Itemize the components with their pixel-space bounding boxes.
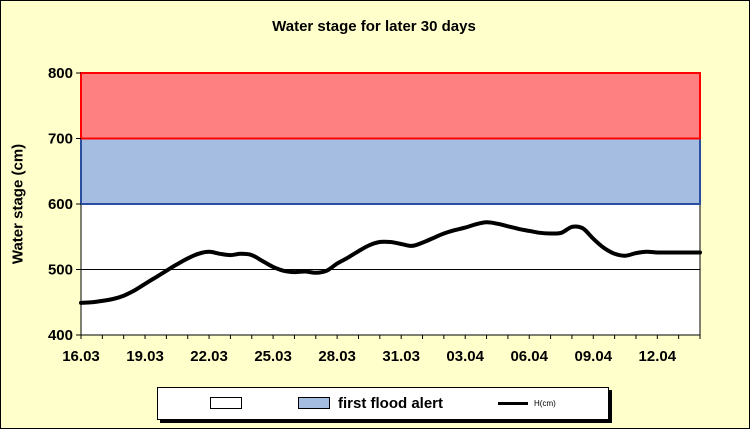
x-tick-label: 16.03 <box>62 348 100 365</box>
chart-title: Water stage for later 30 days <box>272 18 476 35</box>
x-tick-label: 12.04 <box>639 348 677 365</box>
legend-swatch-white <box>210 397 242 409</box>
series-line-h-cm <box>79 220 702 305</box>
legend-label-first-flood-alert: first flood alert <box>338 394 444 412</box>
y-tick-label: 700 <box>48 131 73 148</box>
x-tick-label: 22.03 <box>190 348 228 365</box>
x-tick-label: 09.04 <box>575 348 613 365</box>
x-tick-label: 03.04 <box>446 348 484 365</box>
legend: first flood alert H(cm) <box>157 387 609 420</box>
danger-band <box>80 72 701 140</box>
legend-swatch-blue <box>298 397 330 409</box>
legend-item-h-cm: H(cm) <box>498 394 556 412</box>
gridlines <box>81 269 700 270</box>
x-tick-label: 19.03 <box>126 348 164 365</box>
x-tick-label: 06.04 <box>510 348 548 365</box>
legend-swatch-line <box>498 401 528 405</box>
legend-item-first-flood-alert: first flood alert <box>298 394 443 412</box>
y-tick-label: 400 <box>48 327 73 344</box>
first-flood-alert-band <box>80 137 701 205</box>
y-tick-label: 600 <box>48 196 73 213</box>
y-tick-label: 800 <box>48 65 73 82</box>
x-axis: 16.03 19.03 22.03 25.03 28.03 31.03 03.04 06.04… <box>62 335 701 365</box>
x-tick-label: 25.03 <box>254 348 292 365</box>
x-tick-label: 28.03 <box>318 348 356 365</box>
legend-item-empty <box>210 394 250 412</box>
legend-label-h-cm: H(cm) <box>534 398 556 408</box>
x-tick-label: 31.03 <box>382 348 420 365</box>
y-tick-label: 500 <box>48 262 73 279</box>
y-axis: 400 500 600 700 800 <box>48 65 81 344</box>
